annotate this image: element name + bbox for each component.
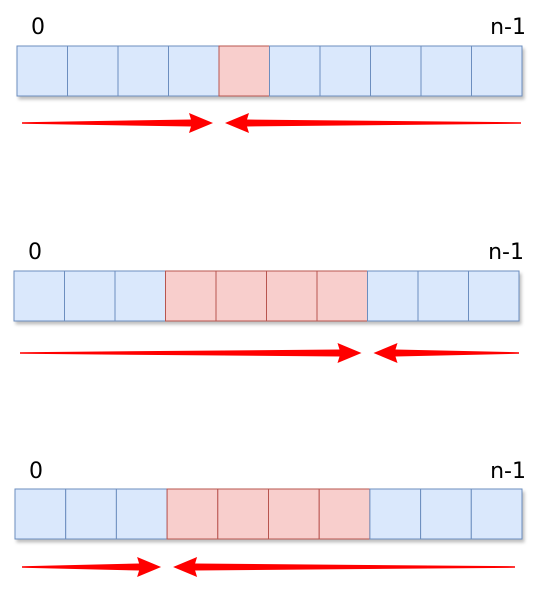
array-cell (117, 45, 169, 97)
array-cell (420, 488, 472, 540)
array-cell (14, 488, 67, 540)
array-cell (417, 270, 469, 322)
start-index-label: 0 (29, 459, 43, 484)
array-cell (114, 270, 166, 322)
end-index-label: n-1 (490, 459, 526, 484)
end-index-label: n-1 (488, 240, 524, 265)
highlighted-cell (165, 270, 217, 322)
end-index-label: n-1 (490, 15, 526, 40)
left-arrow (22, 113, 213, 133)
array-cells (14, 488, 523, 540)
array-cell (369, 488, 422, 540)
array-cells (13, 270, 520, 322)
left-arrow (20, 343, 362, 363)
array-2: 0 n-1 (13, 240, 524, 363)
highlighted-cell (268, 488, 320, 540)
highlighted-cell (316, 270, 368, 322)
array-cell (13, 270, 65, 322)
array-cell (168, 45, 220, 97)
right-arrow (225, 113, 521, 133)
array-cell (471, 45, 523, 97)
highlighted-cell (266, 270, 318, 322)
array-1: 0 n-1 (16, 15, 526, 133)
array-cell (65, 488, 117, 540)
array-cell (115, 488, 168, 540)
array-cells (16, 45, 523, 97)
highlighted-cell (215, 270, 267, 322)
left-arrow (22, 557, 162, 577)
array-cell (367, 270, 419, 322)
highlighted-cell (217, 488, 270, 540)
array-3: 0 n-1 (14, 459, 526, 577)
start-index-label: 0 (28, 240, 42, 265)
array-cell (468, 270, 520, 322)
array-cell (420, 45, 472, 97)
highlighted-cell (166, 488, 219, 540)
array-cell (370, 45, 422, 97)
right-arrow (173, 557, 515, 577)
array-cell (470, 488, 523, 540)
array-cell (319, 45, 371, 97)
array-cell (269, 45, 321, 97)
array-cell (16, 45, 68, 97)
highlighted-cell (318, 488, 371, 540)
start-index-label: 0 (31, 15, 45, 40)
array-cell (64, 270, 116, 322)
array-cell (67, 45, 119, 97)
highlighted-cell (218, 45, 270, 97)
right-arrow (373, 343, 519, 363)
